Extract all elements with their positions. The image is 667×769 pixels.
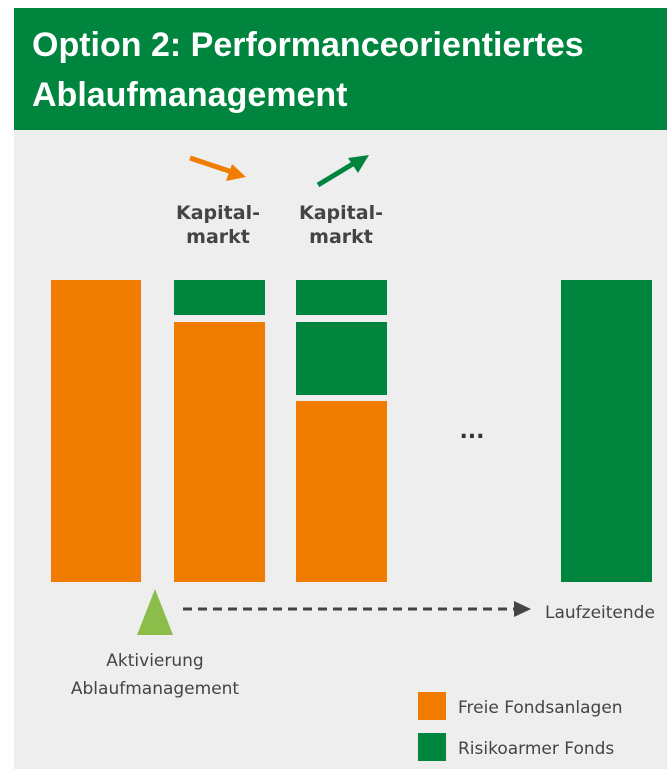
title-line: Ablaufmanagement xyxy=(32,76,348,114)
market-label: markt xyxy=(309,226,373,248)
activation-label: Aktivierung xyxy=(106,651,203,671)
legend-swatch xyxy=(418,692,446,720)
end-label: Laufzeitende xyxy=(545,603,655,623)
bar-segment xyxy=(174,322,265,582)
bar-segment xyxy=(296,322,387,395)
market-label: markt xyxy=(186,226,250,248)
market-label: Kapital- xyxy=(176,202,260,224)
ellipsis: ... xyxy=(459,419,484,444)
bar-segment xyxy=(51,280,141,582)
bar-segment xyxy=(296,401,387,582)
market-label: Kapital- xyxy=(299,202,383,224)
bar-segment xyxy=(296,280,387,315)
legend-label: Freie Fondsanlagen xyxy=(458,698,623,718)
bar-segment xyxy=(174,280,265,315)
market-up-arrow xyxy=(316,155,369,188)
header-bar xyxy=(14,8,667,130)
title-line: Option 2: Performanceorientiertes xyxy=(32,26,584,64)
timeline-head xyxy=(514,601,531,617)
legend-label: Risikoarmer Fonds xyxy=(458,739,614,759)
activation-label: Ablaufmanagement xyxy=(71,679,240,699)
bar-segment xyxy=(561,280,652,582)
legend-swatch xyxy=(418,733,446,761)
activation-marker xyxy=(137,589,173,635)
market-down-arrow xyxy=(189,155,246,181)
